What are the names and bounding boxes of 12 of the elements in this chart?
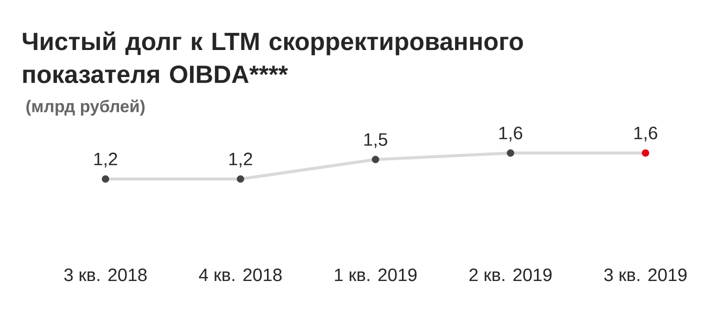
x-tick-label: 3 кв. 2019	[604, 268, 687, 282]
x-tick-label: 2 кв. 2019	[469, 268, 552, 282]
chart-title: Чистый долг к LTM скорректированного показателя OIBDA****	[22, 32, 523, 84]
data-label: 1,6	[634, 126, 658, 142]
data-label: 1,6	[499, 126, 522, 142]
chart-subtitle: (млрд рублей)	[26, 100, 145, 116]
x-tick-label: 4 кв. 2018	[198, 268, 282, 282]
x-tick-label: 3 кв. 2018	[64, 268, 147, 282]
x-tick-label: 1 кв. 2019	[334, 268, 417, 282]
data-label: 1,2	[229, 152, 252, 168]
data-label: 1,5	[364, 133, 388, 148]
data-label: 1,2	[94, 152, 118, 168]
